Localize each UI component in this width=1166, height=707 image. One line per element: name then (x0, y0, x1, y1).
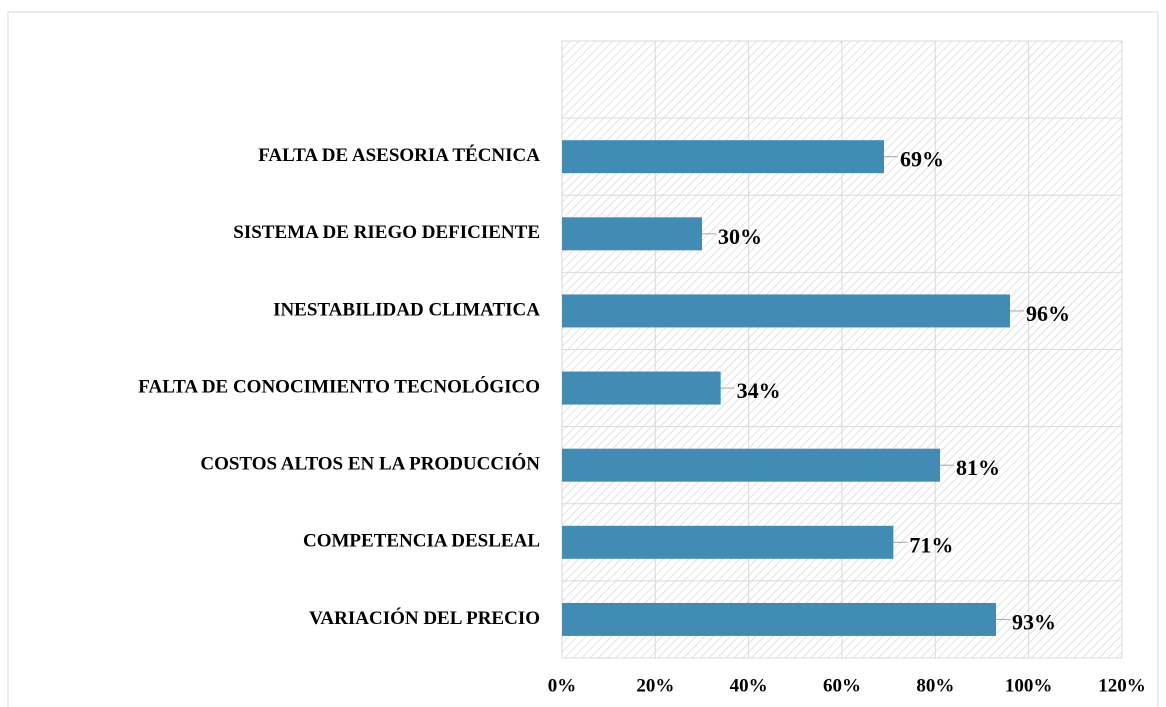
bar (562, 525, 894, 559)
bar (562, 371, 721, 405)
x-tick-label: 60% (823, 675, 861, 696)
y-tick-label: FALTA DE ASESORIA TÉCNICA (258, 144, 540, 166)
x-tick-label: 80% (916, 675, 954, 696)
y-tick-label: COSTOS ALTOS EN LA PRODUCCIÓN (200, 453, 540, 475)
bar (562, 140, 884, 174)
x-tick-label: 100% (1005, 675, 1053, 696)
data-label: 81% (956, 455, 1000, 480)
data-label: 93% (1012, 609, 1056, 634)
data-label: 96% (1026, 301, 1070, 326)
chart-border (7, 11, 1159, 707)
x-tick-label: 0% (548, 675, 577, 696)
data-label: 69% (900, 147, 944, 172)
x-tick-label: 120% (1098, 675, 1146, 696)
y-tick-label: FALTA DE CONOCIMIENTO TECNOLÓGICO (138, 375, 540, 397)
bar (562, 448, 940, 482)
x-tick-label: 40% (730, 675, 768, 696)
y-tick-label: COMPETENCIA DESLEAL (303, 531, 540, 552)
y-tick-label: VARIACIÓN DEL PRECIO (309, 607, 540, 629)
x-tick-label: 20% (636, 675, 674, 696)
y-tick-label: SISTEMA DE RIEGO DEFICIENTE (233, 222, 540, 243)
data-label: 34% (737, 378, 781, 403)
y-tick-label: INESTABILIDAD CLIMATICA (273, 299, 540, 320)
bar (562, 602, 996, 636)
data-label: 71% (909, 532, 953, 557)
bar (562, 217, 702, 251)
bar (562, 294, 1010, 328)
data-label: 30% (718, 224, 762, 249)
